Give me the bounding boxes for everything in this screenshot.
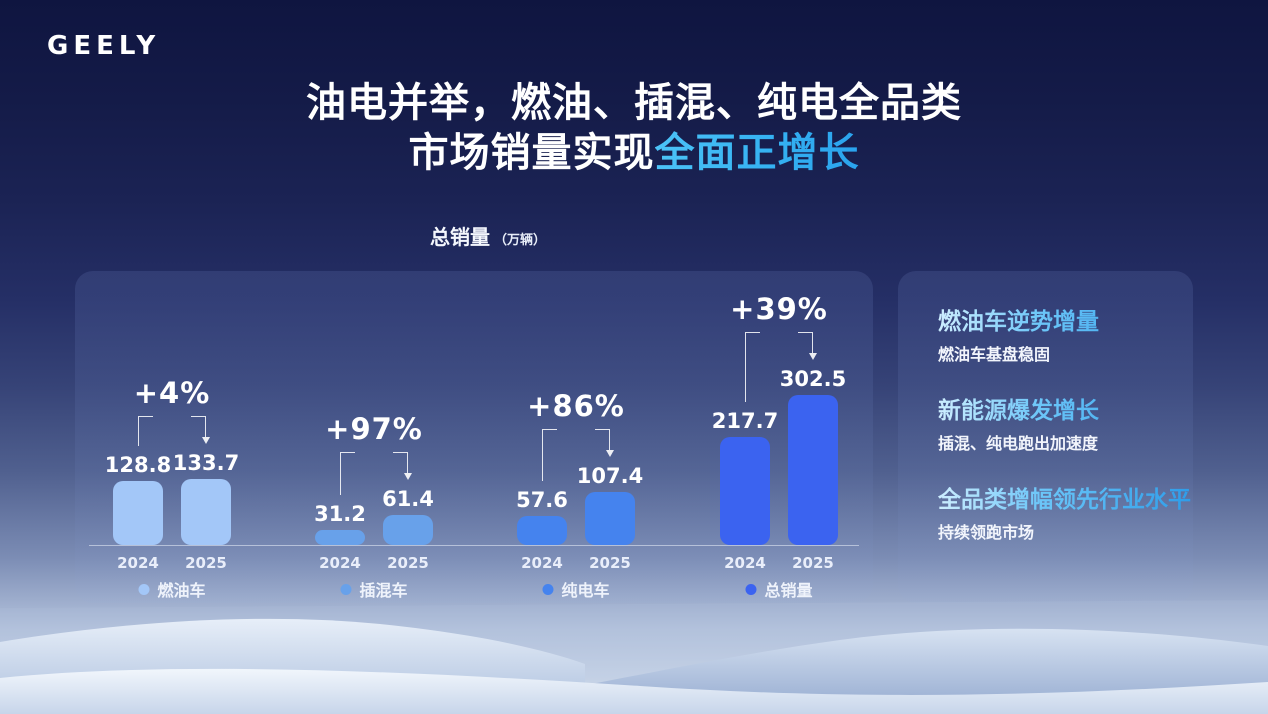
year-label: 2024 (319, 554, 361, 572)
bar-燃油车-2024 (113, 481, 163, 545)
highlight-title: 新能源爆发增长 (938, 396, 1193, 426)
highlight-item: 燃油车逆势增量燃油车基盘稳固 (938, 307, 1193, 367)
title-line2-plain: 市场销量实现 (408, 130, 655, 176)
legend-label: 燃油车 (157, 581, 206, 600)
bracket-left (745, 332, 760, 403)
value-label: 31.2 (314, 501, 366, 526)
highlight-item: 新能源爆发增长插混、纯电跑出加速度 (938, 396, 1193, 456)
x-axis-line (89, 545, 859, 546)
growth-label: +39% (730, 292, 828, 326)
legend-label: 插混车 (359, 581, 408, 600)
snow-dunes-background (0, 600, 1268, 714)
slide-title: 油电并举，燃油、插混、纯电全品类 市场销量实现全面正增长 (0, 78, 1268, 178)
legend-dot-icon (745, 583, 757, 595)
legend-item-燃油车: 燃油车 (138, 577, 206, 601)
legend-label: 总销量 (764, 581, 813, 600)
arrow-down-icon (201, 436, 210, 444)
title-line2-accent: 全面正增长 (654, 130, 860, 176)
highlight-desc: 插混、纯电跑出加速度 (938, 434, 1099, 453)
year-label: 2024 (117, 554, 159, 572)
value-label: 133.7 (172, 450, 240, 475)
highlight-desc: 燃油车基盘稳固 (938, 345, 1051, 364)
highlights-panel: 燃油车逆势增量燃油车基盘稳固新能源爆发增长插混、纯电跑出加速度全品类增幅领先行业… (898, 271, 1193, 603)
value-label: 57.6 (516, 488, 568, 513)
bar-纯电车-2025 (585, 491, 635, 545)
value-label: 61.4 (382, 486, 434, 511)
bar-插混车-2024 (315, 529, 365, 545)
arrow-down-icon (605, 449, 614, 457)
bar-总销量-2024 (720, 437, 770, 545)
value-label: 107.4 (576, 463, 644, 488)
highlight-desc: 持续领跑市场 (938, 523, 1035, 542)
highlight-title: 全品类增幅领先行业水平 (938, 487, 1191, 513)
legend-item-插混车: 插混车 (340, 577, 408, 601)
bar-燃油车-2025 (181, 478, 231, 545)
legend-item-总销量: 总销量 (745, 577, 813, 601)
title-line-2: 市场销量实现全面正增长 (0, 128, 1268, 178)
bracket-right (798, 332, 813, 353)
value-label: 217.7 (711, 409, 779, 434)
value-label: 128.8 (104, 453, 172, 478)
bar-总销量-2025 (788, 395, 838, 545)
legend-dot-icon (542, 583, 554, 595)
arrow-down-icon (808, 353, 817, 360)
year-label: 2025 (589, 554, 631, 572)
title-line-1: 油电并举，燃油、插混、纯电全品类 (306, 80, 962, 126)
bracket-right (393, 451, 408, 473)
growth-label: +4% (133, 375, 211, 410)
legend-dot-icon (340, 583, 352, 595)
year-label: 2024 (724, 554, 766, 572)
chart-title: 总销量 （万辆） (430, 221, 546, 250)
legend-dot-icon (138, 583, 150, 595)
legend-label: 纯电车 (561, 581, 610, 600)
bracket-right (595, 428, 610, 450)
bracket-left (542, 428, 557, 482)
growth-label: +97% (325, 411, 423, 446)
bar-纯电车-2024 (517, 516, 567, 545)
bar-chart-panel: 128.8 2024 133.7 2025 +4% 燃油车 31.2 2024 61.4 2025… (75, 271, 873, 603)
chart-title-text: 总销量 (430, 225, 490, 249)
year-label: 2025 (387, 554, 429, 572)
bracket-right (191, 415, 206, 437)
highlight-item: 全品类增幅领先行业水平持续领跑市场 (938, 485, 1193, 545)
year-label: 2025 (792, 554, 834, 572)
geely-logo: GEELY (47, 31, 161, 61)
bracket-left (138, 415, 153, 447)
year-label: 2025 (185, 554, 227, 572)
value-label: 302.5 (779, 367, 847, 391)
highlight-title: 燃油车逆势增量 (938, 307, 1193, 337)
bar-插混车-2025 (383, 514, 433, 545)
chart-title-unit: （万辆） (494, 233, 547, 248)
year-label: 2024 (521, 554, 563, 572)
arrow-down-icon (403, 472, 412, 480)
growth-label: +86% (527, 388, 625, 423)
bracket-left (340, 451, 355, 495)
legend-item-纯电车: 纯电车 (542, 577, 610, 601)
